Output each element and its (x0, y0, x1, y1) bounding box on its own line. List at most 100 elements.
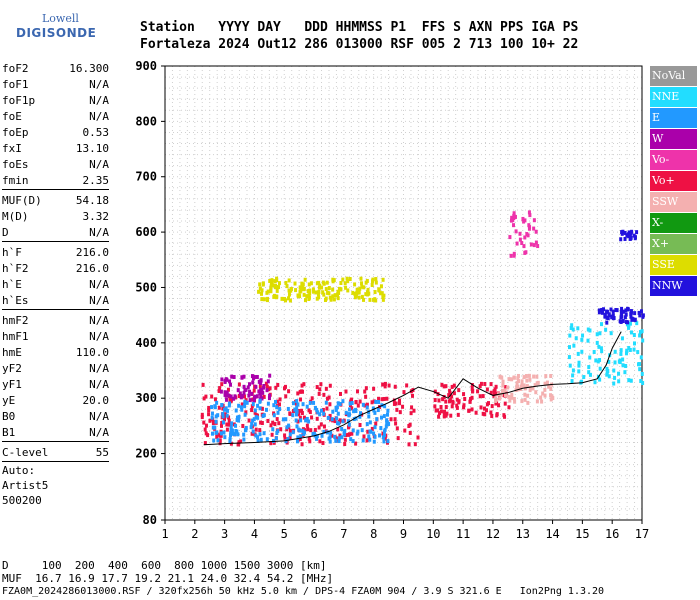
echo-point (323, 297, 327, 302)
echo-point (303, 298, 307, 303)
echo-point (371, 277, 375, 282)
param-value: 16.300 (69, 61, 109, 75)
echo-point (229, 425, 233, 430)
echo-point (343, 437, 347, 442)
echo-point (639, 309, 643, 314)
echo-point (296, 391, 300, 396)
echo-point (489, 382, 493, 387)
echo-point (520, 399, 524, 404)
echo-point (268, 393, 272, 398)
echo-point (580, 349, 584, 354)
echo-point (257, 289, 261, 294)
echo-point (512, 211, 516, 216)
param-row: fmin 2.35 (2, 172, 109, 188)
echo-point (295, 399, 299, 404)
echo-point (376, 408, 380, 413)
echo-point (394, 421, 398, 426)
echo-point (302, 415, 306, 420)
echo-point (528, 213, 532, 218)
echo-point (331, 277, 335, 282)
echo-point (272, 293, 276, 298)
echo-point (283, 297, 287, 302)
echo-point (444, 384, 448, 389)
echo-point (543, 387, 547, 392)
echo-point (322, 392, 326, 397)
param-value: 0.53 (82, 125, 110, 139)
echo-point (221, 411, 225, 416)
echo-point (571, 368, 575, 373)
echo-point (357, 295, 361, 300)
echo-point (629, 309, 633, 314)
echo-point (403, 428, 407, 433)
param-row: h`E N/A (2, 276, 109, 292)
echo-point (300, 383, 304, 388)
echo-point (318, 412, 322, 417)
echo-point (382, 396, 386, 401)
echo-point (597, 344, 601, 349)
echo-point (324, 400, 328, 405)
echo-point (300, 408, 304, 413)
echo-point (365, 405, 369, 410)
echo-point (451, 399, 455, 404)
echo-point (355, 287, 359, 292)
echo-point (256, 438, 260, 443)
x-tick-label: 9 (400, 527, 407, 541)
echo-point (322, 411, 326, 416)
param-label: B0 (2, 409, 16, 423)
x-tick-label: 13 (516, 527, 530, 541)
echo-point (635, 230, 639, 235)
echo-point (354, 292, 358, 297)
echo-point (377, 396, 381, 401)
echo-point (582, 375, 586, 380)
echo-point (273, 422, 277, 427)
echo-point (379, 291, 383, 296)
echo-point (395, 407, 399, 412)
echo-point (284, 280, 288, 285)
param-row: foE N/A (2, 108, 109, 124)
echo-point (302, 292, 306, 297)
echo-point (305, 404, 309, 409)
echo-point (377, 287, 381, 292)
param-label: C-level (2, 445, 49, 459)
echo-point (282, 386, 286, 391)
echo-point (256, 415, 260, 420)
echo-point (348, 276, 352, 281)
echo-point (361, 438, 365, 443)
echo-point (278, 397, 282, 402)
echo-point (619, 319, 623, 324)
y-tick-label: 600 (135, 225, 157, 239)
echo-point (366, 287, 370, 292)
echo-point (237, 403, 241, 408)
echo-point (297, 409, 301, 414)
echo-point (540, 399, 544, 404)
echo-point (437, 411, 441, 416)
echo-point (270, 432, 274, 437)
param-label: h`Es (2, 293, 29, 307)
param-label: M(D) (2, 209, 29, 223)
echo-point (504, 393, 508, 398)
echo-point (336, 411, 340, 416)
echo-point (598, 377, 602, 382)
echo-point (223, 390, 227, 395)
echo-point (526, 400, 530, 405)
echo-point (620, 336, 624, 341)
echo-point (443, 409, 447, 414)
echo-point (253, 408, 257, 413)
echo-point (219, 431, 223, 436)
echo-point (586, 327, 590, 332)
echo-point (353, 295, 357, 300)
echo-point (339, 280, 343, 285)
echo-point (210, 415, 214, 420)
echo-point (331, 409, 335, 414)
legend-item: NNE (650, 87, 697, 107)
echo-point (248, 389, 252, 394)
echo-point (244, 410, 248, 415)
echo-point (409, 411, 413, 416)
echo-point (216, 438, 220, 443)
echo-point (355, 389, 359, 394)
x-tick-label: 3 (221, 527, 228, 541)
echo-point (514, 229, 518, 234)
param-value: N/A (89, 313, 109, 327)
echo-point (385, 420, 389, 425)
echo-point (572, 343, 576, 348)
